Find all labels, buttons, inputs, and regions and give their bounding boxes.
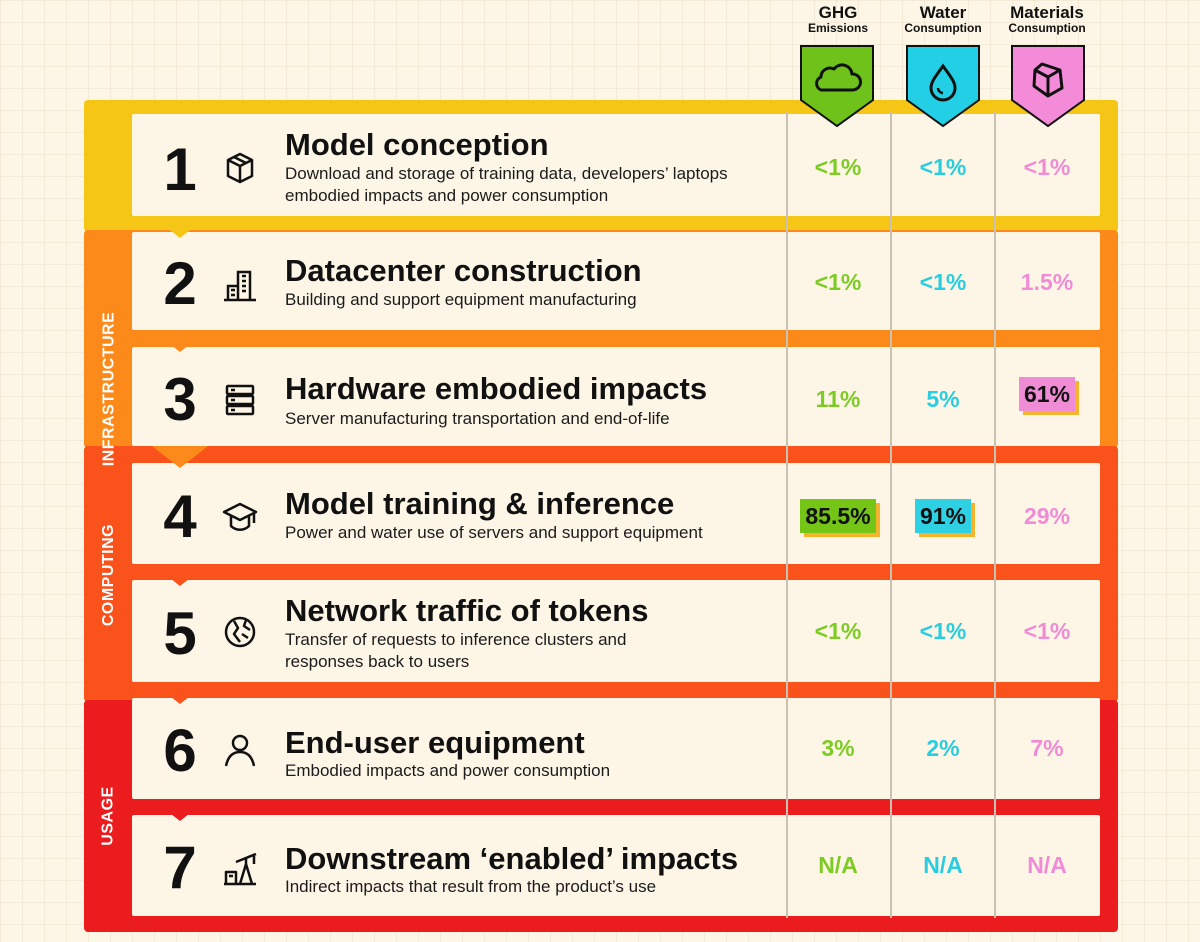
water-value: N/A bbox=[923, 852, 963, 878]
row-card-7 bbox=[132, 815, 1100, 916]
step-number: 4 bbox=[163, 483, 197, 550]
step-number: 6 bbox=[163, 717, 197, 784]
row-description: Embodied impacts and power consumption bbox=[285, 761, 611, 780]
ghg-value: 3% bbox=[821, 735, 855, 761]
chevron-4 bbox=[152, 564, 208, 586]
row-card-2 bbox=[132, 232, 1100, 330]
ghg-value: <1% bbox=[814, 618, 862, 644]
column-header-water: Water Consumption bbox=[904, 3, 982, 35]
row-card-6 bbox=[132, 698, 1100, 799]
row-card-3 bbox=[132, 347, 1100, 446]
column-divider bbox=[994, 112, 996, 918]
water-value: 5% bbox=[926, 386, 960, 412]
materials-value: <1% bbox=[1023, 154, 1071, 180]
server-icon bbox=[220, 380, 260, 420]
step-number: 1 bbox=[163, 136, 197, 203]
ghg-value: N/A bbox=[818, 852, 858, 878]
chevron-2 bbox=[152, 330, 208, 352]
row-title: Network traffic of tokens bbox=[285, 593, 649, 628]
network-globe-icon bbox=[220, 612, 260, 652]
column-header-ghg: GHG Emissions bbox=[807, 3, 869, 35]
materials-value: 7% bbox=[1030, 735, 1064, 761]
chevron-5 bbox=[152, 682, 208, 704]
column-header-materials: Materials Consumption bbox=[1008, 3, 1086, 35]
row-card-1 bbox=[132, 114, 1100, 216]
material-cube-icon bbox=[1008, 44, 1088, 128]
row-title: Downstream ‘enabled’ impacts bbox=[285, 841, 739, 876]
ghg-value: <1% bbox=[814, 154, 862, 180]
graduation-cap-icon bbox=[220, 496, 260, 536]
row-title: End-user equipment bbox=[285, 725, 585, 760]
group-label-computing: COMPUTING bbox=[100, 523, 117, 627]
row-card-5 bbox=[132, 580, 1100, 682]
water-drop-icon bbox=[903, 44, 983, 128]
water-value-highlight: 91% bbox=[893, 499, 993, 533]
box-icon bbox=[220, 148, 260, 188]
row-description: Server manufacturing transportation and … bbox=[285, 409, 670, 428]
step-number: 7 bbox=[163, 834, 197, 901]
column-divider bbox=[890, 112, 892, 918]
row-description: Download and storage of training data, d… bbox=[285, 164, 728, 205]
row-title: Datacenter construction bbox=[285, 253, 642, 288]
row-title: Hardware embodied impacts bbox=[285, 371, 708, 406]
water-value: <1% bbox=[919, 618, 967, 644]
water-value: 2% bbox=[926, 735, 960, 761]
step-number: 5 bbox=[163, 600, 197, 667]
column-divider bbox=[786, 112, 788, 918]
row-description: Building and support equipment manufactu… bbox=[285, 290, 637, 309]
group-label-usage: USAGE bbox=[100, 786, 117, 846]
water-value: <1% bbox=[919, 269, 967, 295]
row-description: Transfer of requests to inference cluste… bbox=[285, 630, 627, 671]
row-description: Power and water use of servers and suppo… bbox=[285, 523, 703, 542]
chevron-3 bbox=[152, 446, 208, 468]
materials-value: 1.5% bbox=[1020, 269, 1074, 295]
step-number: 2 bbox=[163, 250, 197, 317]
ghg-value-highlight: 85.5% bbox=[788, 499, 888, 533]
user-icon bbox=[220, 730, 260, 770]
materials-value: N/A bbox=[1027, 852, 1067, 878]
row-title: Model training & inference bbox=[285, 486, 675, 521]
building-icon bbox=[220, 264, 260, 304]
ghg-value: 11% bbox=[815, 386, 861, 412]
water-value: <1% bbox=[919, 154, 967, 180]
materials-value-highlight: 61% bbox=[997, 377, 1097, 411]
step-number: 3 bbox=[163, 366, 197, 433]
ghg-value: <1% bbox=[814, 269, 862, 295]
oil-pump-icon bbox=[220, 848, 260, 888]
chevron-6 bbox=[152, 799, 208, 821]
row-title: Model conception bbox=[285, 127, 549, 162]
materials-value: <1% bbox=[1023, 618, 1071, 644]
chevron-1 bbox=[152, 216, 208, 238]
cloud-icon bbox=[797, 44, 877, 128]
row-description: Indirect impacts that result from the pr… bbox=[285, 877, 657, 896]
materials-value: 29% bbox=[1023, 503, 1071, 529]
